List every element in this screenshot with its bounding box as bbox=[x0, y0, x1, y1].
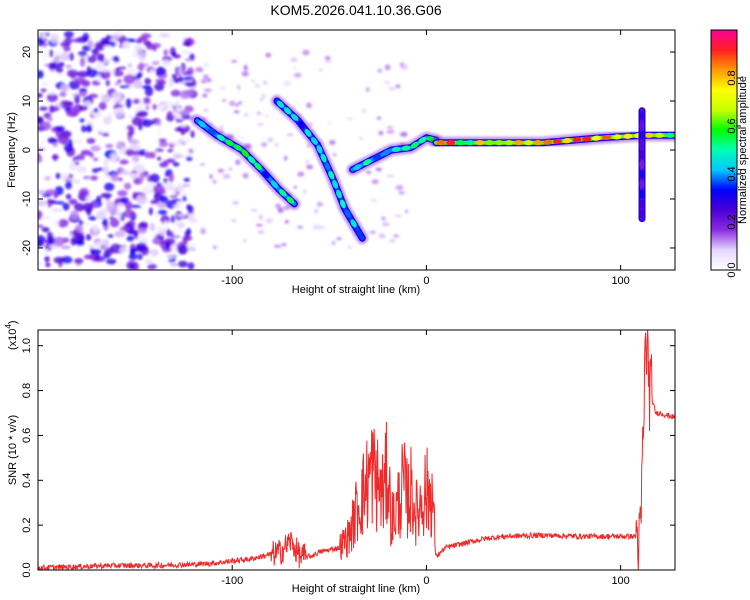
y-tick-label: -10 bbox=[21, 191, 33, 207]
colorbar: 0.0 0.2 0.4 0.6 0.8 Normalized spectral ampl… bbox=[710, 29, 749, 278]
steady-carrier bbox=[430, 129, 675, 149]
x-tick-label: 100 bbox=[611, 575, 629, 587]
x-tick-label: 0 bbox=[423, 275, 429, 287]
y-tick-label: 0.2 bbox=[21, 517, 33, 532]
descending-track-1 bbox=[191, 114, 301, 210]
x-tick-label: 100 bbox=[611, 275, 629, 287]
snr-scale-base: (x10 bbox=[7, 329, 19, 350]
rising-track bbox=[346, 131, 443, 176]
y-tick-label: 0 bbox=[21, 147, 33, 153]
y-tick-label: 0.4 bbox=[21, 473, 33, 488]
y-tick-label: 10 bbox=[21, 95, 33, 107]
colorbar-tick-label: 0.6 bbox=[726, 118, 738, 133]
colorbar-gradient bbox=[710, 29, 738, 271]
snr-axis: -100 0 100 0.0 0.2 0.4 0.6 0.8 1.0 bbox=[21, 330, 675, 587]
snr-ylabel: SNR (10 * v/v) bbox=[7, 415, 19, 485]
snr-xlabel: Height of straight line (km) bbox=[292, 583, 420, 595]
x-tick-label: -100 bbox=[221, 575, 243, 587]
colorbar-tick-label: 0.4 bbox=[726, 166, 738, 181]
colorbar-tick-label: 0.8 bbox=[726, 70, 738, 85]
main-title: KOM5.2026.041.10.36.G06 bbox=[270, 2, 441, 18]
snr-panel: -100 0 100 0.0 0.2 0.4 0.6 0.8 1.0 Height of str… bbox=[4, 320, 676, 595]
y-tick-label: 0.6 bbox=[21, 428, 33, 443]
x-tick-label: -100 bbox=[221, 275, 243, 287]
colorbar-label: Normalized spectral amplitude bbox=[737, 76, 749, 224]
y-tick-label: -20 bbox=[21, 240, 33, 256]
colorbar-tick-label: 0.0 bbox=[726, 262, 738, 277]
spike-line bbox=[636, 104, 648, 225]
colorbar-tick-label: 0.2 bbox=[726, 214, 738, 229]
y-tick-label: 20 bbox=[21, 46, 33, 58]
y-tick-label: 0.8 bbox=[21, 383, 33, 398]
snr-series-line bbox=[38, 330, 675, 570]
snr-scale-label: (x104) bbox=[4, 320, 19, 350]
snr-frame bbox=[37, 329, 676, 571]
spectrogram-heat bbox=[38, 30, 675, 270]
snr-scale-close: ) bbox=[7, 320, 19, 324]
spectrogram-ylabel: Frequency (Hz) bbox=[6, 112, 18, 188]
y-tick-label: 0.0 bbox=[21, 562, 33, 577]
snr-plot-area bbox=[38, 330, 675, 570]
spectrogram-xlabel: Height of straight line (km) bbox=[292, 284, 420, 296]
x-tick-label: 0 bbox=[423, 575, 429, 587]
descending-track-2 bbox=[270, 95, 369, 245]
snr-scale-exp: 4 bbox=[4, 324, 13, 329]
y-tick-label: 1.0 bbox=[21, 338, 33, 353]
colorbar-ticks: 0.0 0.2 0.4 0.6 0.8 bbox=[726, 70, 741, 278]
noise-region bbox=[38, 30, 409, 270]
